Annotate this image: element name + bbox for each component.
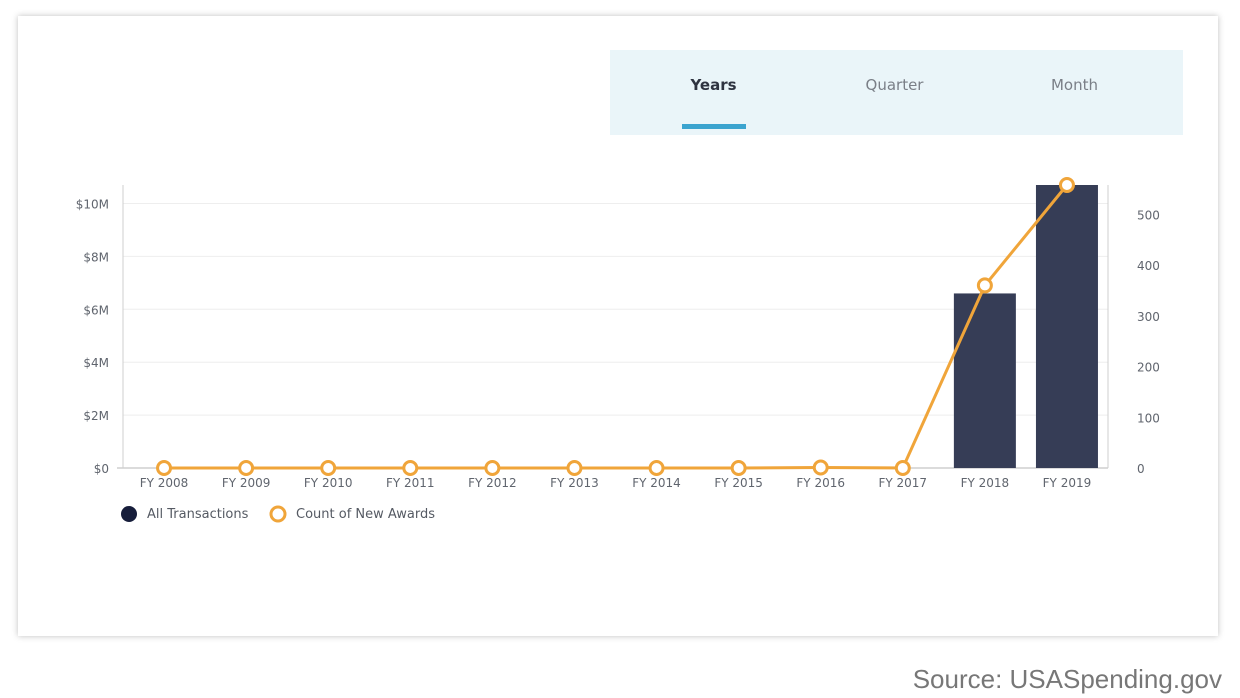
awards-point bbox=[402, 460, 419, 476]
legend-label-all-transactions: All Transactions bbox=[147, 507, 249, 522]
y-left-tick-label: $6M bbox=[83, 303, 109, 317]
source-caption: Source: USASpending.gov bbox=[912, 664, 1222, 694]
awards-point bbox=[566, 460, 583, 476]
awards-point bbox=[484, 460, 501, 476]
awards-point bbox=[1058, 177, 1075, 193]
y-left-tick-label: $8M bbox=[83, 250, 109, 264]
y-left-tick-label: $10M bbox=[76, 198, 109, 212]
x-tick-label: FY 2017 bbox=[878, 476, 927, 490]
x-tick-label: FY 2008 bbox=[140, 476, 189, 490]
awards-point bbox=[156, 460, 173, 476]
y-right-tick-label: 0 bbox=[1137, 462, 1145, 476]
x-tick-label: FY 2016 bbox=[796, 476, 845, 490]
y-right-tick-label: 300 bbox=[1137, 310, 1160, 324]
x-tick-label: FY 2012 bbox=[468, 476, 517, 490]
x-tick-label: FY 2013 bbox=[550, 476, 599, 490]
x-tick-label: FY 2011 bbox=[386, 476, 435, 490]
awards-point bbox=[976, 277, 993, 294]
y-right-tick-label: 200 bbox=[1137, 361, 1160, 375]
tab-years[interactable]: Years bbox=[690, 76, 737, 94]
awards-point bbox=[730, 460, 747, 476]
y-right-tick-label: 400 bbox=[1137, 259, 1160, 273]
y-left-tick-label: $0 bbox=[94, 462, 109, 476]
bar bbox=[953, 293, 1016, 468]
awards-line bbox=[164, 184, 1069, 470]
awards-point bbox=[238, 460, 255, 476]
awards-point bbox=[894, 460, 911, 476]
x-tick-label: FY 2015 bbox=[714, 476, 763, 490]
x-tick-label: FY 2010 bbox=[304, 476, 353, 490]
x-tick-label: FY 2014 bbox=[632, 476, 681, 490]
legend-marker-all-transactions bbox=[121, 506, 137, 522]
tab-quarter[interactable]: Quarter bbox=[865, 76, 924, 94]
y-right-tick-label: 100 bbox=[1137, 411, 1160, 425]
awards-point bbox=[648, 460, 665, 476]
y-left-tick-label: $2M bbox=[83, 409, 109, 423]
awards-point bbox=[320, 460, 337, 476]
active-tab-indicator bbox=[682, 124, 746, 129]
time-period-tabs: Years Quarter Month bbox=[610, 50, 1183, 135]
legend-label-count-new-awards: Count of New Awards bbox=[296, 507, 435, 522]
tab-month[interactable]: Month bbox=[1050, 76, 1098, 94]
y-right-tick-label: 500 bbox=[1137, 208, 1160, 222]
awards-point bbox=[812, 459, 829, 476]
x-tick-label: FY 2018 bbox=[961, 476, 1010, 490]
x-tick-label: FY 2019 bbox=[1043, 476, 1092, 490]
x-tick-label: FY 2009 bbox=[222, 476, 271, 490]
y-left-tick-label: $4M bbox=[83, 356, 109, 370]
legend-marker-count-new-awards bbox=[269, 505, 287, 523]
bar bbox=[1035, 185, 1098, 468]
